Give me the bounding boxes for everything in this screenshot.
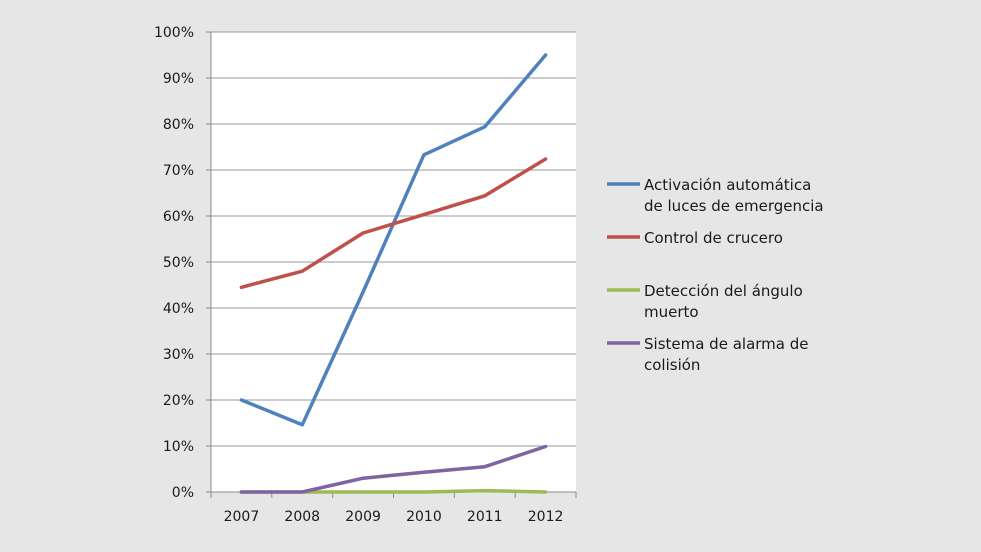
y-tick-label: 40% bbox=[163, 301, 194, 317]
y-tick-label: 50% bbox=[163, 255, 194, 271]
legend-label: muerto bbox=[644, 303, 699, 321]
legend-label: Detección del ángulo bbox=[644, 282, 803, 300]
y-tick-label: 30% bbox=[163, 347, 194, 363]
y-tick-label: 60% bbox=[163, 209, 194, 225]
series-line bbox=[239, 444, 548, 494]
axes: 0% 10% 20% 30% 40% 50% 60% 70% 80% 90% 100% 2007 200… bbox=[154, 25, 577, 525]
y-tick-label: 0% bbox=[172, 485, 194, 501]
legend-label: Sistema de alarma de bbox=[644, 335, 808, 353]
legend-label: de luces de emergencia bbox=[644, 197, 824, 215]
y-tick-label: 20% bbox=[163, 393, 194, 409]
y-tick-label: 100% bbox=[154, 25, 194, 41]
series-lines bbox=[239, 53, 548, 494]
x-tick-label: 2012 bbox=[528, 509, 564, 525]
legend: Activación automática de luces de emergen… bbox=[607, 176, 824, 374]
legend-label: Activación automática bbox=[644, 176, 811, 194]
x-tick-label: 2008 bbox=[284, 509, 320, 525]
series-line bbox=[239, 157, 548, 290]
y-tick-label: 90% bbox=[163, 71, 194, 87]
x-tick-label: 2011 bbox=[467, 509, 503, 525]
legend-label: colisión bbox=[644, 356, 700, 374]
y-tick-label: 10% bbox=[163, 439, 194, 455]
x-tick-label: 2007 bbox=[224, 509, 260, 525]
gridlines bbox=[211, 31, 576, 447]
y-tick-label: 70% bbox=[163, 163, 194, 179]
legend-label: Control de crucero bbox=[644, 229, 783, 247]
y-tick-label: 80% bbox=[163, 117, 194, 133]
x-tick-label: 2010 bbox=[406, 509, 442, 525]
x-tick-label: 2009 bbox=[345, 509, 381, 525]
